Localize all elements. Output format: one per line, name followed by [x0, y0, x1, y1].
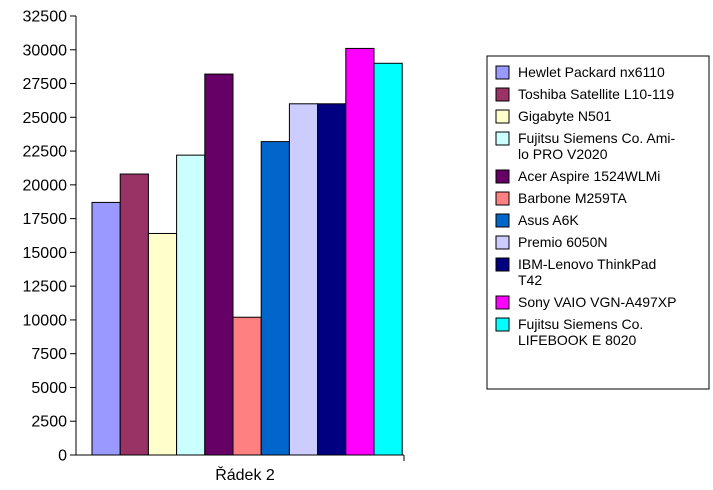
y-tick-label: 2500 — [31, 414, 67, 431]
legend-box — [486, 55, 710, 390]
legend-swatch — [495, 87, 510, 102]
legend-swatch — [495, 191, 510, 206]
bar — [119, 173, 149, 456]
x-category-label: Řádek 2 — [215, 465, 275, 484]
legend-label: Toshiba Satellite L10-119 — [518, 86, 674, 102]
legend-label: Asus A6K — [518, 212, 579, 228]
y-tick-label: 5000 — [31, 380, 67, 397]
x-axis: Řádek 2 — [76, 454, 405, 484]
bar — [288, 103, 319, 456]
bar — [232, 316, 262, 456]
legend: Hewlet Packard nx6110 Toshiba Satellite L… — [486, 55, 710, 390]
y-tick-label: 32500 — [23, 9, 68, 26]
bar — [260, 141, 290, 456]
legend-swatch — [495, 257, 510, 272]
y-tick-label: 30000 — [23, 42, 68, 59]
legend-label: Premio 6050N — [518, 234, 608, 250]
legend-label: Fujitsu Siemens Co. Ami-lo PRO V2020 — [518, 130, 675, 162]
y-tick-label: 10000 — [23, 312, 68, 329]
legend-label: IBM-Lenovo ThinkPad T42 — [518, 256, 656, 288]
y-tick-label: 12500 — [23, 279, 68, 296]
legend-label: Barbone M259TA — [518, 190, 627, 206]
bar — [91, 201, 121, 456]
y-tick-label: 17500 — [23, 211, 68, 228]
y-tick-label: 22500 — [23, 144, 68, 161]
y-tick-label: 25000 — [23, 110, 68, 127]
legend-swatch — [495, 131, 510, 146]
legend-label: Gigabyte N501 — [518, 108, 612, 124]
y-tick-label: 15000 — [23, 245, 68, 262]
y-axis: 0 2500 5000 7500 10000 12500 15000 17500 20000 22… — [23, 9, 77, 465]
legend-label: Fujitsu Siemens Co. LIFEBOOK E 8020 — [518, 316, 643, 348]
legend-swatch — [495, 109, 510, 124]
bar — [345, 47, 375, 456]
legend-swatch — [495, 317, 510, 332]
bar — [204, 73, 234, 456]
legend-swatch — [495, 295, 510, 310]
legend-label: Acer Aspire 1524WLMi — [518, 168, 660, 184]
bar — [176, 154, 206, 456]
legend-label: Sony VAIO VGN-A497XP — [518, 294, 676, 310]
bar — [317, 103, 347, 456]
legend-swatch — [495, 213, 510, 228]
legend-swatch — [495, 65, 510, 80]
y-tick-label: 0 — [58, 448, 67, 465]
bar — [373, 62, 403, 456]
bars — [91, 47, 403, 456]
y-tick-label: 20000 — [23, 177, 68, 194]
y-tick-label: 7500 — [31, 346, 67, 363]
legend-swatch — [495, 235, 510, 250]
y-tick-label: 27500 — [23, 76, 68, 93]
legend-label: Hewlet Packard nx6110 — [518, 64, 665, 80]
bar — [147, 232, 178, 456]
legend-swatch — [495, 169, 510, 184]
